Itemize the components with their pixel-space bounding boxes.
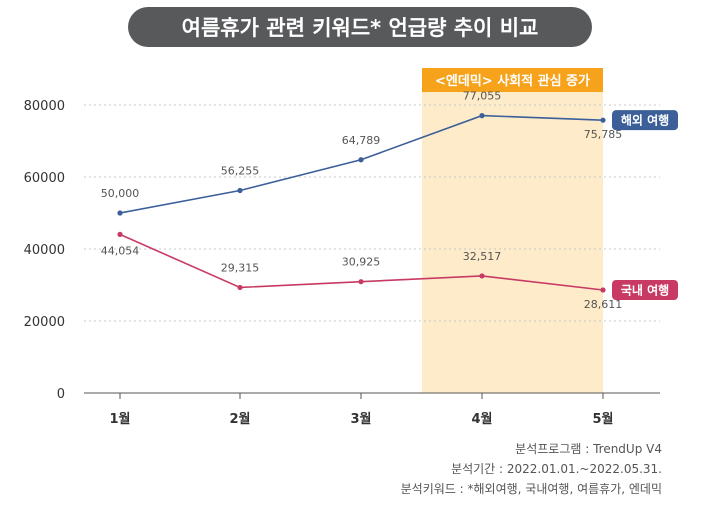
note-program: 분석프로그램 : TrendUp V4 <box>515 442 662 456</box>
series-1-legend-label: 국내 여행 <box>621 283 669 298</box>
series-1-data-label-4: 28,611 <box>584 298 623 311</box>
series-0-data-label-0: 50,000 <box>101 187 140 200</box>
series-1-data-label-2: 30,925 <box>342 256 381 269</box>
chart-title: 여름휴가 관련 키워드* 언급량 추이 비교 <box>128 7 592 47</box>
note-keywords: 분석키워드 : *해외여행, 국내여행, 여름휴가, 엔데믹 <box>400 482 662 496</box>
x-tick-label-0: 1월 <box>109 411 130 427</box>
x-tick-label-1: 2월 <box>229 411 250 427</box>
x-tick-label-2: 3월 <box>350 411 371 427</box>
series-0-data-label-1: 56,255 <box>221 164 260 177</box>
y-tick-label-4: 80000 <box>24 99 65 114</box>
series-0-point-0 <box>117 210 123 216</box>
y-tick-label-1: 20000 <box>24 315 65 330</box>
y-tick-label-3: 60000 <box>24 171 65 186</box>
highlight-band <box>422 68 603 393</box>
series-1-point-4 <box>600 287 606 293</box>
series-1-point-2 <box>358 279 364 285</box>
highlight-label: <엔데믹> 사회적 관심 증가 <box>435 73 590 89</box>
series-0-data-label-2: 64,789 <box>342 134 381 147</box>
series-0-data-label-3: 77,055 <box>463 90 502 103</box>
series-0-data-label-4: 75,785 <box>584 128 623 141</box>
series-1-legend-tag <box>612 280 678 301</box>
highlight-label-bg <box>422 68 603 92</box>
y-tick-label-0: 0 <box>57 387 65 402</box>
series-0-point-3 <box>479 113 485 119</box>
x-tick-label-3: 4월 <box>471 411 492 427</box>
x-tick-label-4: 5월 <box>592 411 613 427</box>
series-1-point-3 <box>479 273 485 279</box>
series-0-legend-tag <box>612 110 678 131</box>
series-1-point-1 <box>237 284 243 291</box>
series-1-data-label-1: 29,315 <box>221 261 260 274</box>
series-1-data-label-0: 44,054 <box>101 244 140 257</box>
series-0-point-2 <box>358 157 364 163</box>
y-tick-label-2: 40000 <box>24 243 65 258</box>
series-1-point-0 <box>117 231 123 238</box>
series-1-data-label-3: 32,517 <box>463 250 502 263</box>
series-0-point-4 <box>600 117 606 123</box>
series-0-legend-label: 해외 여행 <box>621 113 669 128</box>
analysis-notes: 분석프로그램 : TrendUp V4 분석기간 : 2022.01.01.~2… <box>401 439 662 499</box>
series-0-point-1 <box>237 187 243 194</box>
note-period: 분석기간 : 2022.01.01.~2022.05.31. <box>451 462 662 476</box>
